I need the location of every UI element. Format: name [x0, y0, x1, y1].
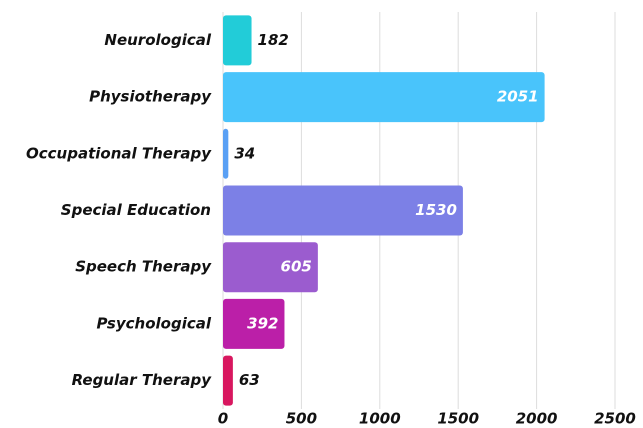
bar [223, 128, 229, 179]
category-label: Speech Therapy [75, 258, 212, 276]
bar [223, 242, 318, 293]
value-label: 34 [234, 144, 255, 162]
x-tick-label: 500 [286, 410, 317, 428]
value-label: 182 [258, 31, 289, 49]
category-label: Neurological [104, 31, 211, 49]
category-label: Regular Therapy [72, 371, 213, 389]
category-label: Physiotherapy [89, 88, 212, 106]
bar [223, 298, 285, 349]
value-label: 1530 [415, 201, 457, 219]
x-tick-label: 2500 [594, 410, 636, 428]
value-label: 605 [281, 258, 312, 276]
x-tick-label: 1000 [359, 410, 401, 428]
category-label: Occupational Therapy [26, 144, 212, 162]
category-label: Special Education [61, 201, 211, 219]
bar [223, 185, 463, 236]
value-label: 2051 [497, 88, 539, 106]
x-tick-label: 2000 [516, 410, 558, 428]
x-tick-label: 0 [218, 410, 228, 428]
bar [223, 15, 252, 66]
value-label: 63 [239, 371, 260, 389]
value-label: 392 [247, 314, 278, 332]
bar [223, 72, 545, 123]
category-label: Psychological [96, 314, 211, 332]
bar [223, 355, 233, 406]
x-tick-label: 1500 [437, 410, 479, 428]
